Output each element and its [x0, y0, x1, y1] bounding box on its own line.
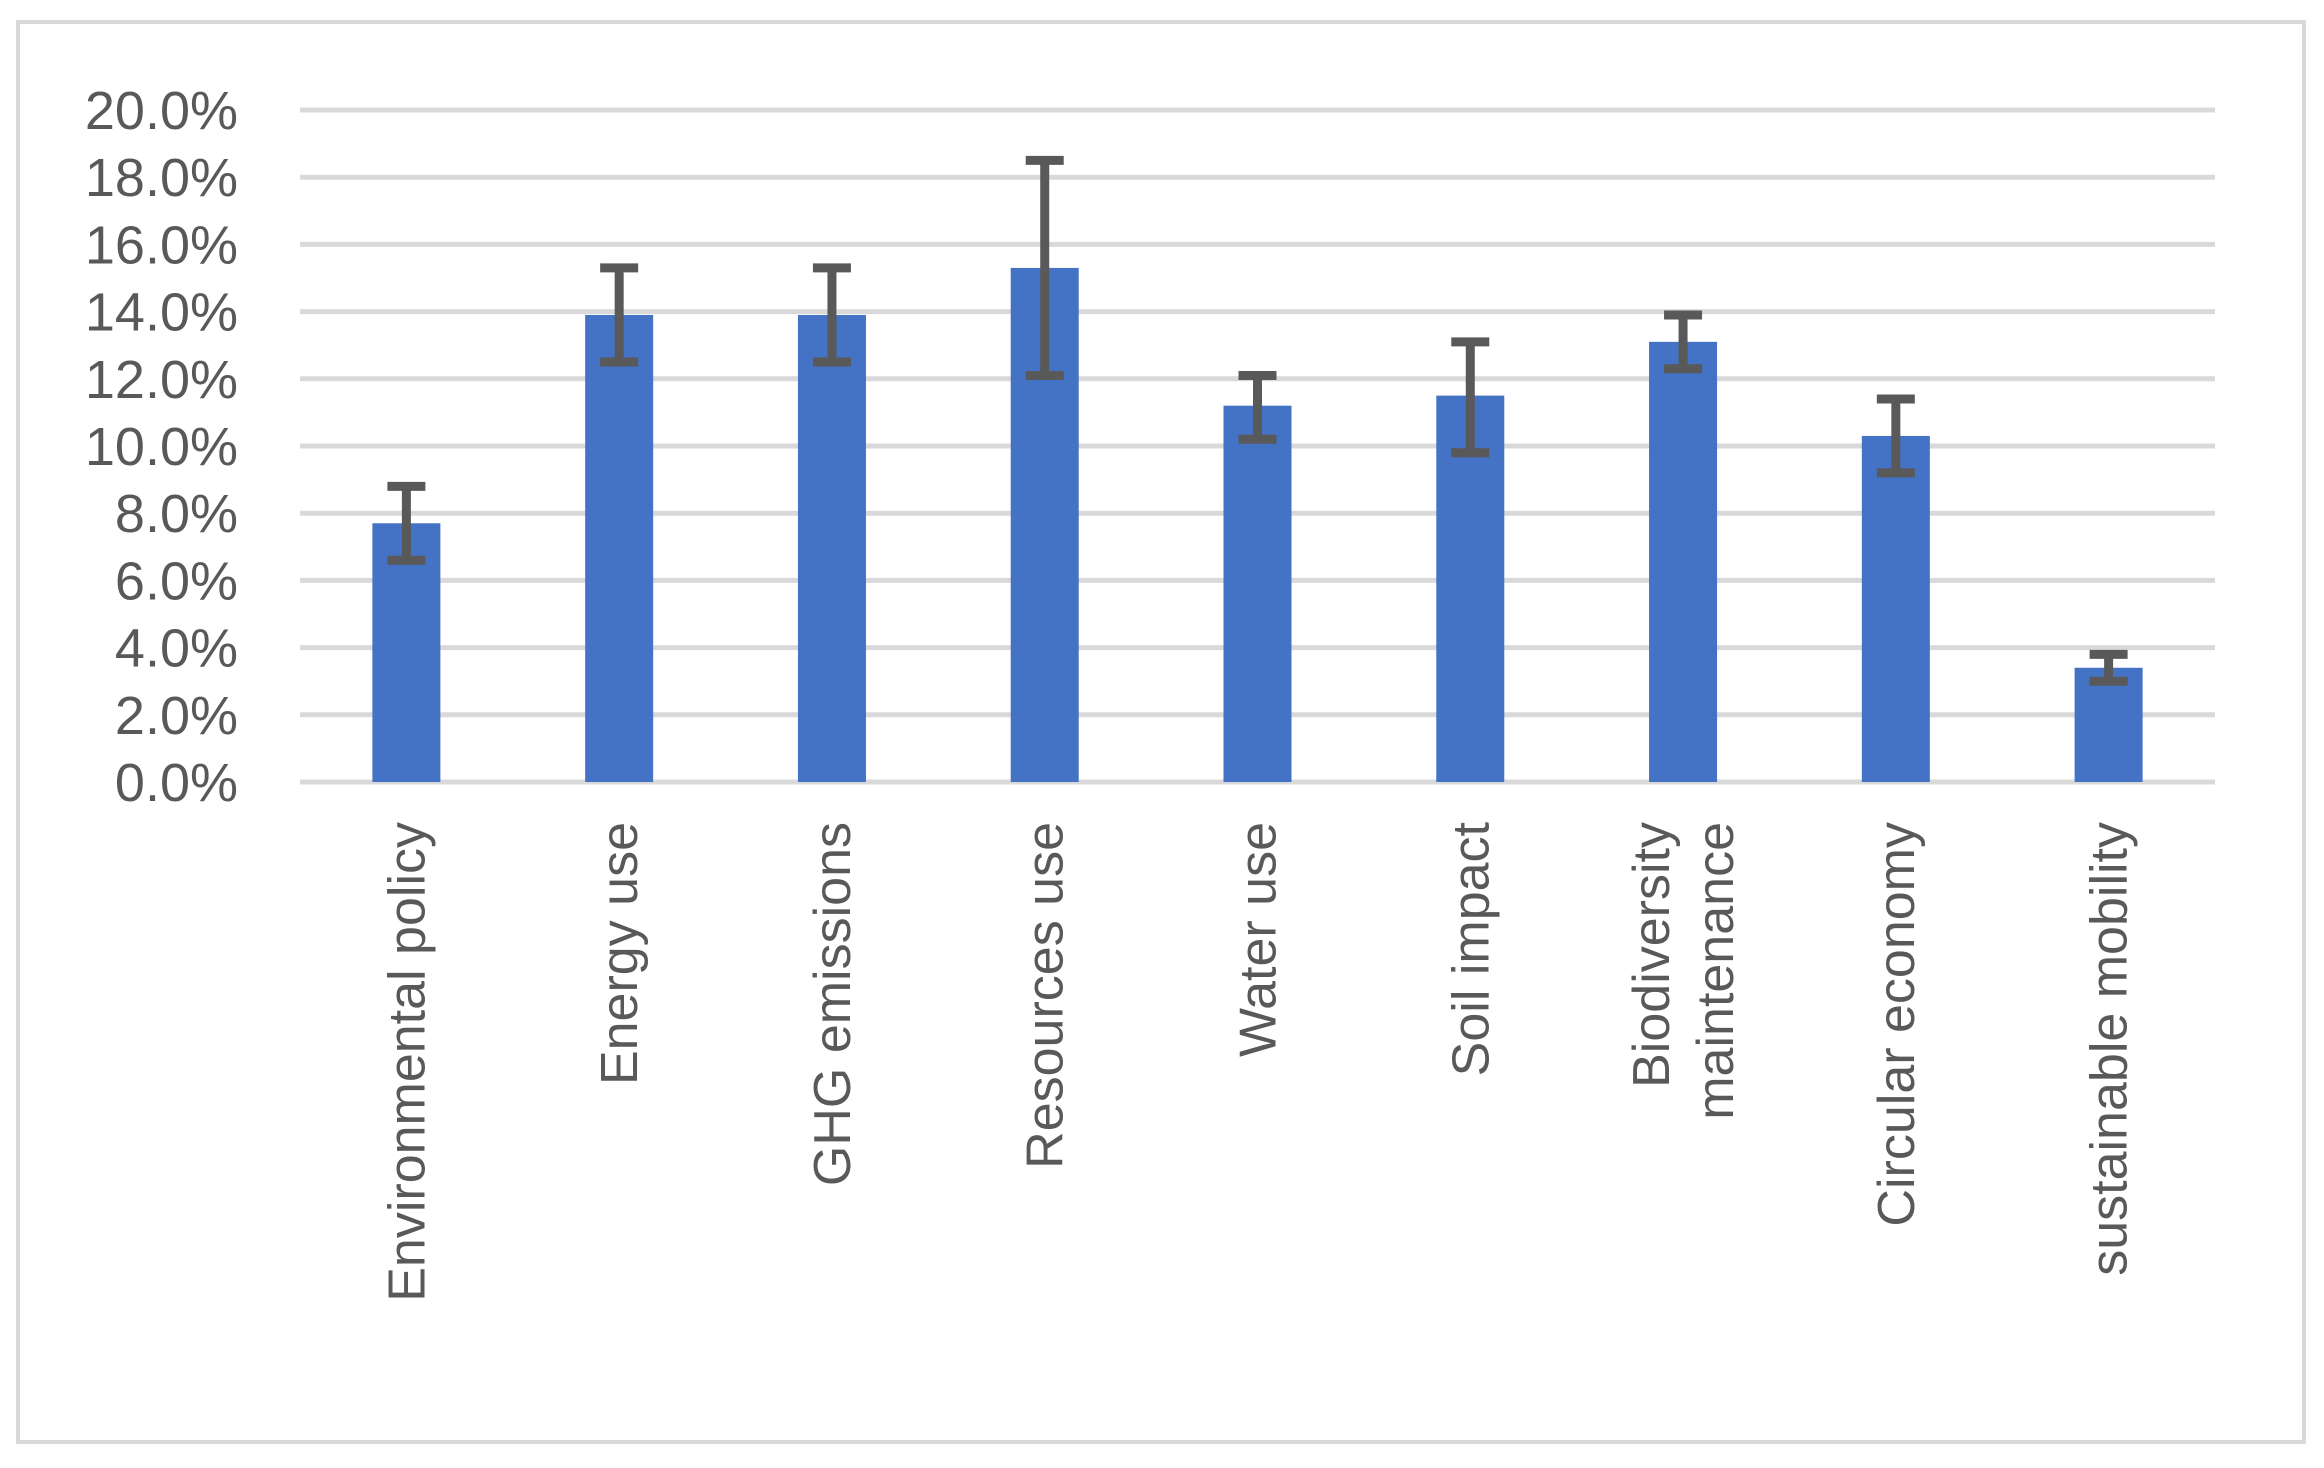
error-bar [1876, 394, 1915, 478]
x-category-label: Water use [1230, 822, 1288, 1057]
x-category-label: GHG emissions [804, 822, 862, 1186]
x-category-label: Energy use [591, 822, 649, 1085]
error-bar [1664, 310, 1703, 374]
bar [372, 523, 441, 782]
chart-border [16, 20, 2306, 1444]
y-tick-label: 8.0% [115, 484, 238, 544]
x-category-label: Environmental policy [378, 822, 436, 1302]
bars [372, 267, 2143, 782]
bar [1436, 395, 1505, 782]
x-category-label: Circular economy [1868, 822, 1926, 1227]
bar [1649, 341, 1718, 782]
y-axis-tick-labels: 0.0% 2.0% 4.0% 6.0% 8.0% 10.0% 12.0% 14.0% 16.0%… [85, 81, 238, 813]
bar [2074, 667, 2143, 782]
error-bar [812, 263, 851, 367]
y-tick-label: 10.0% [85, 417, 238, 477]
y-tick-label: 14.0% [85, 283, 238, 343]
y-tick-label: 12.0% [85, 350, 238, 410]
x-category-label: Resources use [1017, 822, 1075, 1169]
y-tick-label: 16.0% [85, 215, 238, 275]
error-bar [600, 263, 639, 367]
x-axis-category-labels: Environmental policy Energy use GHG emissi… [378, 821, 2138, 1301]
x-category-label: maintenance [1687, 822, 1745, 1120]
x-category-label: Biodiversity [1623, 822, 1681, 1088]
y-tick-label: 4.0% [115, 619, 238, 679]
y-tick-label: 20.0% [85, 81, 238, 141]
error-bar [1238, 370, 1277, 444]
y-tick-label: 6.0% [115, 551, 238, 611]
y-tick-label: 18.0% [85, 148, 238, 208]
bar [585, 314, 654, 782]
bar [797, 314, 866, 782]
error-bar [2089, 649, 2128, 686]
error-bars [387, 155, 2128, 686]
y-tick-label: 0.0% [115, 753, 238, 813]
bar [1861, 435, 1930, 782]
error-bar [1451, 337, 1490, 458]
bar [1223, 405, 1292, 782]
error-bar [387, 481, 426, 565]
x-category-label: sustainable mobility [2081, 822, 2139, 1276]
x-category-label: Soil impact [1442, 821, 1500, 1076]
error-bar [1025, 155, 1064, 380]
y-tick-label: 2.0% [115, 686, 238, 746]
